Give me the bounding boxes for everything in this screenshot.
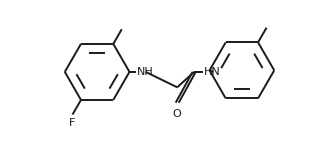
Text: NH: NH [136, 67, 153, 77]
Text: HN: HN [204, 67, 221, 77]
Text: F: F [69, 118, 76, 128]
Text: O: O [173, 109, 181, 119]
